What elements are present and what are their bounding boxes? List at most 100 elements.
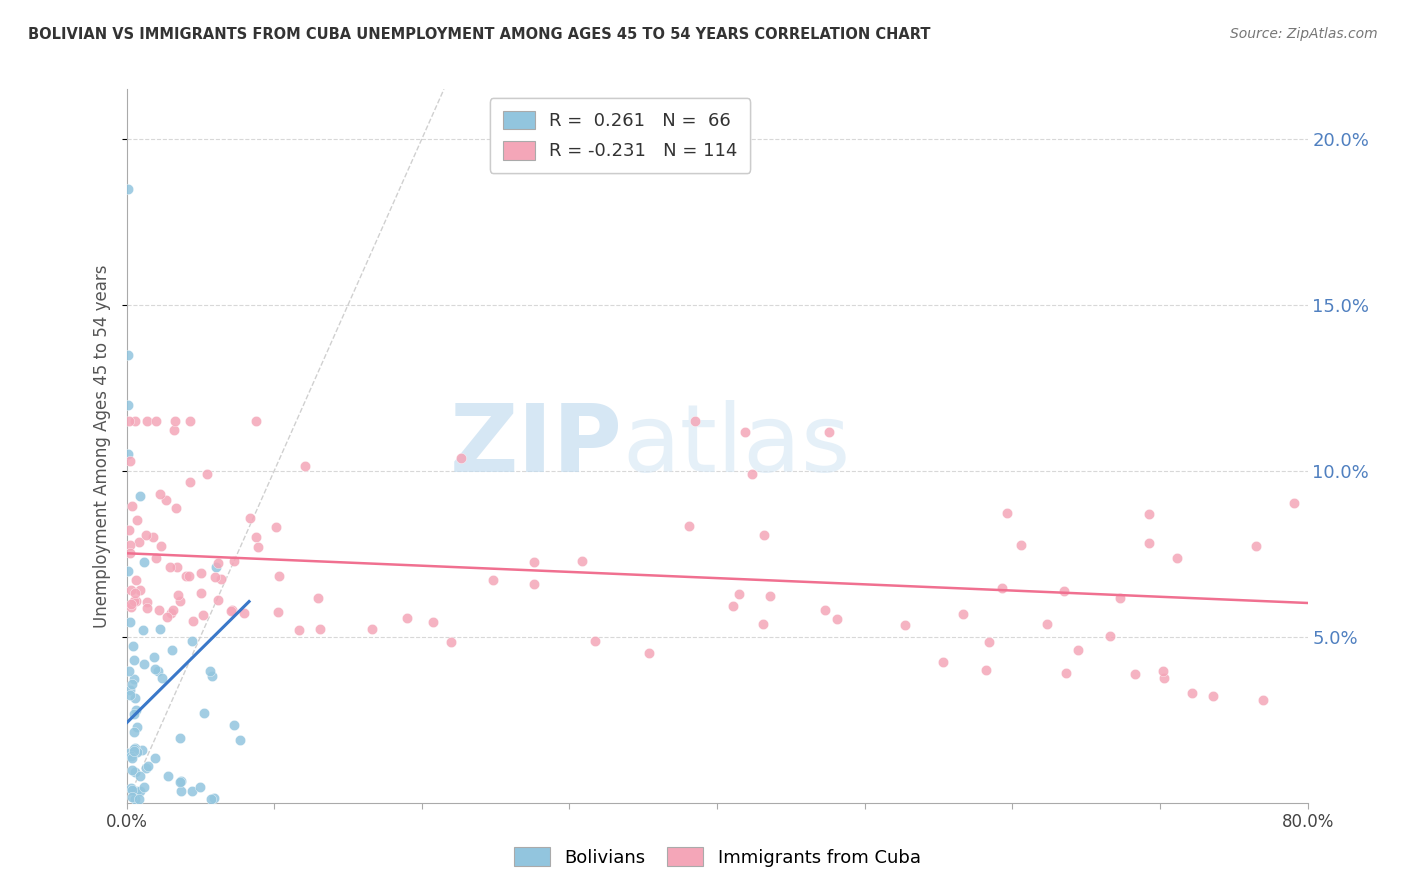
Point	[134, 780, 156, 795]
Point	[1036, 616, 1059, 631]
Point	[120, 683, 142, 698]
Point	[149, 486, 172, 500]
Text: BOLIVIAN VS IMMIGRANTS FROM CUBA UNEMPLOYMENT AMONG AGES 45 TO 54 YEARS CORRELAT: BOLIVIAN VS IMMIGRANTS FROM CUBA UNEMPLO…	[28, 27, 931, 42]
Point	[125, 513, 148, 527]
Point	[721, 599, 744, 614]
Point	[1109, 591, 1132, 605]
Point	[1152, 664, 1174, 678]
Point	[125, 720, 148, 734]
Point	[207, 556, 229, 570]
Text: atlas: atlas	[623, 400, 851, 492]
Point	[977, 635, 1000, 649]
Point	[118, 547, 141, 561]
Point	[124, 784, 146, 798]
Point	[818, 425, 841, 439]
Point	[195, 467, 218, 482]
Point	[974, 663, 997, 677]
Point	[121, 782, 143, 797]
Point	[638, 646, 661, 660]
Point	[239, 510, 262, 524]
Point	[754, 528, 776, 542]
Point	[219, 604, 242, 618]
Point	[990, 582, 1012, 596]
Point	[136, 414, 159, 428]
Point	[122, 744, 145, 758]
Point	[245, 530, 267, 544]
Point	[118, 747, 141, 761]
Point	[121, 789, 143, 804]
Point	[122, 724, 145, 739]
Point	[759, 589, 782, 603]
Point	[1010, 538, 1032, 552]
Point	[143, 662, 166, 676]
Point	[361, 623, 384, 637]
Point	[893, 617, 915, 632]
Point	[117, 182, 139, 196]
Point	[1053, 584, 1076, 599]
Point	[287, 623, 309, 637]
Point	[190, 566, 212, 581]
Point	[246, 540, 269, 554]
Point	[222, 554, 245, 568]
Point	[228, 732, 250, 747]
Point	[396, 611, 419, 625]
Text: Source: ZipAtlas.com: Source: ZipAtlas.com	[1230, 27, 1378, 41]
Point	[188, 780, 211, 795]
Point	[124, 792, 146, 806]
Point	[166, 560, 188, 574]
Point	[198, 664, 221, 678]
Point	[165, 414, 187, 428]
Point	[1282, 496, 1305, 510]
Point	[159, 560, 181, 574]
Point	[128, 582, 150, 597]
Point	[145, 551, 167, 566]
Point	[124, 690, 146, 705]
Point	[523, 577, 546, 591]
Point	[170, 774, 193, 789]
Point	[135, 528, 157, 542]
Point	[264, 520, 287, 534]
Point	[122, 672, 145, 686]
Point	[120, 600, 142, 615]
Point	[117, 564, 139, 578]
Point	[995, 506, 1018, 520]
Point	[176, 569, 198, 583]
Point	[205, 559, 228, 574]
Point	[121, 750, 143, 764]
Point	[122, 653, 145, 667]
Point	[180, 784, 202, 798]
Point	[307, 591, 329, 605]
Point	[482, 574, 505, 588]
Point	[204, 570, 226, 584]
Point	[209, 572, 232, 586]
Point	[1067, 642, 1090, 657]
Point	[129, 783, 152, 797]
Point	[1251, 693, 1274, 707]
Point	[170, 784, 193, 798]
Point	[131, 743, 153, 757]
Point	[267, 569, 290, 583]
Point	[145, 414, 167, 428]
Point	[120, 780, 142, 795]
Point	[166, 588, 188, 602]
Point	[150, 539, 173, 553]
Point	[117, 348, 139, 362]
Point	[193, 607, 215, 622]
Point	[128, 769, 150, 783]
Point	[122, 706, 145, 721]
Point	[128, 792, 150, 806]
Point	[127, 745, 149, 759]
Point	[149, 622, 172, 636]
Point	[124, 414, 146, 428]
Point	[150, 671, 173, 685]
Point	[118, 538, 141, 552]
Point	[160, 643, 183, 657]
Point	[571, 554, 593, 568]
Point	[583, 634, 606, 648]
Point	[814, 603, 837, 617]
Point	[117, 397, 139, 411]
Point	[422, 615, 444, 629]
Point	[155, 493, 177, 508]
Point	[177, 569, 200, 583]
Point	[125, 574, 148, 588]
